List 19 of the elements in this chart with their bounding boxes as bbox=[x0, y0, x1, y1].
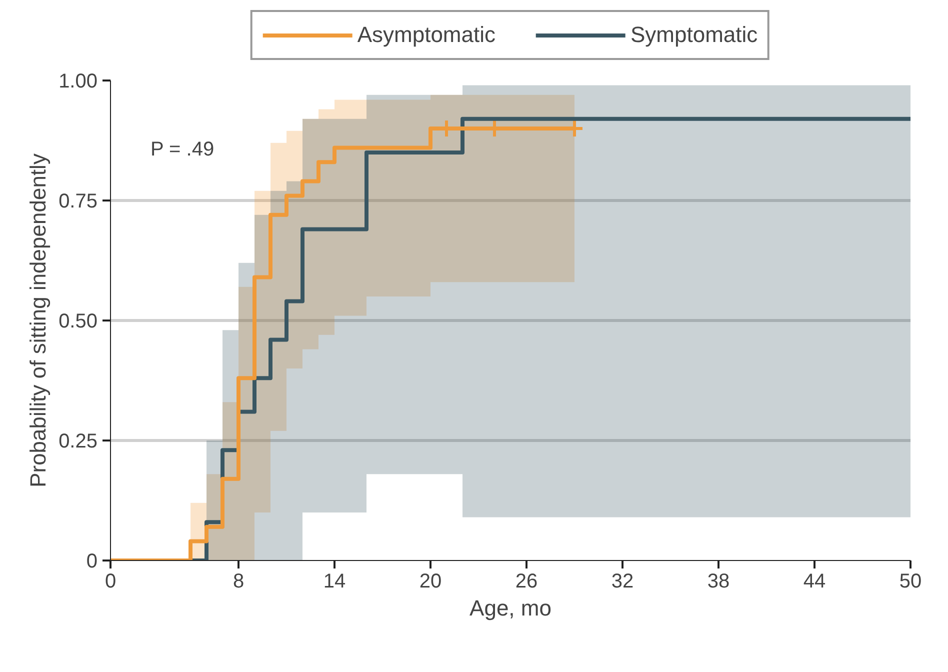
y-tick-label: 0.75 bbox=[58, 190, 98, 212]
annotation: P = .49 bbox=[150, 138, 214, 160]
x-tick-label: 44 bbox=[803, 570, 826, 592]
x-tick-label: 26 bbox=[515, 570, 538, 592]
y-tick-label: 0 bbox=[86, 550, 98, 572]
x-tick-label: 14 bbox=[323, 570, 346, 592]
x-tick-label: 8 bbox=[232, 570, 244, 592]
y-tick-label: 0.50 bbox=[58, 310, 98, 332]
y-tick-label: 0.25 bbox=[58, 430, 98, 452]
x-axis-title: Age, mo bbox=[470, 596, 552, 620]
x-tick-label: 32 bbox=[611, 570, 634, 592]
y-axis-title: Probability of sitting independently bbox=[26, 154, 51, 488]
legend-label: Asymptomatic bbox=[357, 22, 496, 48]
x-tick-label: 38 bbox=[707, 570, 730, 592]
legend-label: Symptomatic bbox=[630, 22, 758, 48]
x-tick-label: 50 bbox=[899, 570, 922, 592]
y-tick-label: 1.00 bbox=[58, 70, 98, 92]
x-tick-label: 0 bbox=[104, 570, 116, 592]
x-tick-label: 20 bbox=[419, 570, 442, 592]
